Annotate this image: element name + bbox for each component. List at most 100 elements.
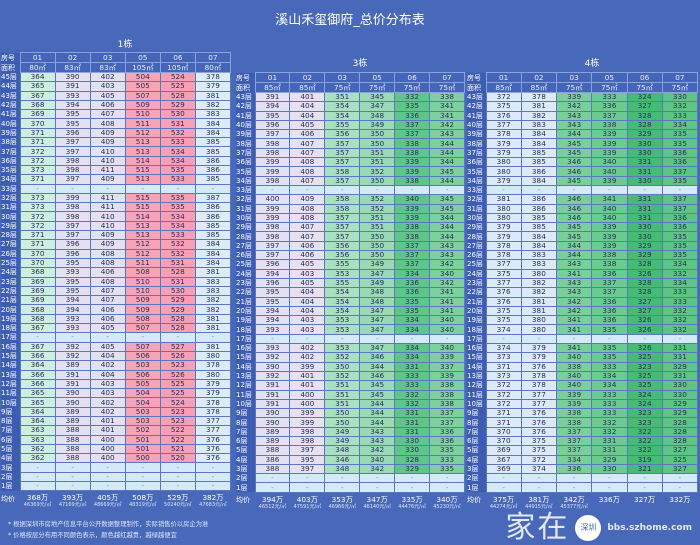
floor-label: 33层 (236, 185, 255, 195)
price-cell: 369 (485, 445, 522, 456)
price-cell: 404 (289, 110, 326, 121)
price-cell: 526 (159, 369, 196, 380)
price-cell: - (89, 481, 126, 492)
price-cell: 384 (520, 129, 558, 140)
average-total: 508万 (132, 493, 154, 503)
area-header: 105㎡ (124, 62, 161, 73)
average-total: 368万 (26, 493, 49, 503)
price-cell: 532 (159, 127, 196, 139)
area-header: 85㎡ (485, 82, 522, 93)
floor-row: 24层 375 380 341 336 326 332 (467, 268, 699, 279)
average-per-sqm: 47683元/㎡ (199, 502, 227, 509)
price-cell: 334 (591, 380, 628, 391)
floor-label: 17层 (236, 334, 255, 344)
price-cell: 408 (289, 166, 326, 177)
price-cell: - (429, 184, 465, 196)
floor-label: 1层 (467, 482, 486, 493)
price-cell: 337 (429, 408, 465, 419)
price-cell: - (19, 183, 56, 194)
price-cell: 335 (394, 305, 431, 317)
unit-number-header: 05 (591, 72, 628, 83)
price-cell: 343 (429, 129, 465, 140)
price-cell: 339 (555, 398, 593, 410)
area-header: 85㎡ (289, 82, 326, 93)
price-cell: 532 (159, 239, 196, 250)
floor-label: 24层 (467, 269, 486, 279)
floor-row: 37层 398 407 357 351 338 344 (236, 147, 465, 159)
floor-row: 10层 365 390 402 504 524 378 (1, 397, 232, 408)
price-cell: 347 (359, 101, 396, 112)
price-cell: 350 (359, 138, 396, 149)
floor-row: 43层 372 378 339 333 324 330 (467, 91, 699, 103)
price-cell: 380 (194, 350, 232, 362)
floor-label: 12层 (467, 380, 486, 390)
price-cell: 378 (194, 360, 232, 371)
price-cell: 510 (124, 276, 161, 287)
price-cell: 523 (159, 360, 196, 371)
price-cell: 371 (19, 239, 56, 250)
price-cell: 389 (54, 406, 91, 418)
price-cell: 404 (89, 369, 126, 380)
price-cell: 330 (394, 435, 431, 447)
floor-label: 41层 (236, 111, 255, 121)
area-header: 75㎡ (359, 82, 396, 93)
price-cell: 382 (194, 295, 232, 306)
price-cell: 351 (324, 91, 361, 103)
price-cell: 502 (124, 425, 161, 436)
price-cell: 345 (359, 389, 396, 400)
price-cell: 383 (520, 259, 558, 270)
price-cell: 504 (124, 71, 161, 83)
price-cell: 346 (359, 352, 396, 363)
price-cell: - (159, 471, 196, 483)
price-cell: 501 (124, 434, 161, 445)
price-cell: 379 (194, 378, 232, 390)
price-cell: 331 (626, 203, 663, 214)
price-cell: 405 (289, 259, 326, 270)
unit-number-header: 05 (359, 72, 396, 83)
price-cell: 338 (591, 250, 628, 261)
price-cell: 329 (661, 398, 699, 410)
price-cell: 376 (520, 408, 558, 419)
price-cell: - (54, 462, 91, 473)
price-cell: 378 (194, 397, 232, 408)
price-cell: 334 (394, 315, 431, 326)
price-cell: 374 (485, 342, 522, 354)
floor-label: 11层 (236, 390, 255, 400)
price-cell: 383 (194, 285, 232, 297)
price-cell: - (394, 473, 431, 484)
price-cell: 366 (19, 369, 56, 380)
price-cell: 379 (485, 147, 522, 159)
price-cell: 377 (485, 259, 522, 270)
price-cell: 362 (19, 453, 56, 464)
floor-row: 20层 375 381 342 336 327 332 (467, 305, 699, 317)
price-cell: 333 (394, 370, 431, 382)
price-cell: 368 (19, 267, 56, 278)
price-cell: 331 (626, 166, 663, 177)
unit-number-header: 01 (254, 72, 291, 83)
price-cell: 381 (520, 305, 558, 317)
price-cell: 324 (626, 398, 663, 410)
floor-row: 13层 392 401 352 346 333 339 (236, 370, 465, 382)
average-per-sqm: 47591元/㎡ (293, 503, 322, 510)
price-cell: 369 (485, 463, 522, 475)
average-per-sqm: 46512元/㎡ (258, 503, 287, 510)
price-cell: 339 (591, 138, 628, 149)
price-cell: 404 (289, 287, 326, 298)
price-cell: - (626, 482, 663, 493)
price-cell: 376 (194, 434, 232, 445)
price-cell: 405 (289, 119, 326, 131)
price-cell: 408 (289, 212, 326, 224)
price-cell: 508 (124, 313, 161, 325)
price-cell: 352 (359, 194, 396, 205)
price-cell: 505 (124, 378, 161, 390)
floor-label: 23层 (467, 278, 486, 288)
price-cell: 331 (626, 194, 663, 205)
price-cell: 331 (394, 426, 431, 438)
price-cell: - (626, 184, 663, 196)
price-cell: 367 (19, 341, 56, 352)
price-cell: 331 (394, 408, 431, 419)
floor-label: 9层 (467, 408, 486, 418)
floor-label: 44层 (1, 81, 20, 92)
price-cell: 340 (429, 342, 465, 354)
price-cell: 384 (194, 239, 232, 250)
